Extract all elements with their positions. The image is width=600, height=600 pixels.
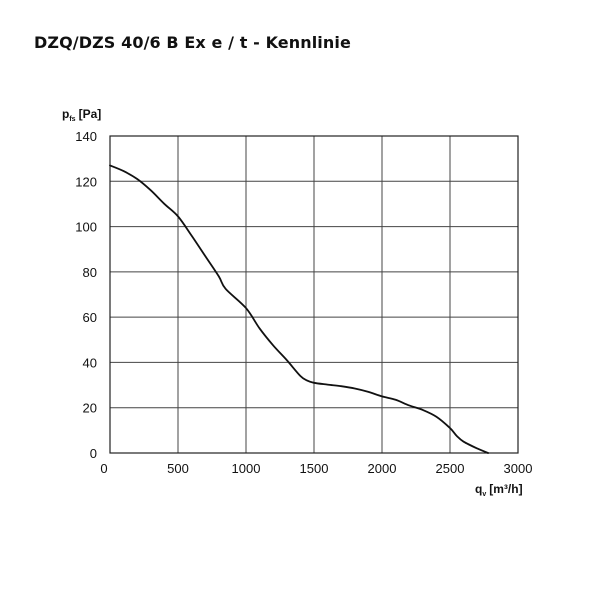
x-tick-label: 0	[100, 461, 107, 476]
y-axis-label: pfs [Pa]	[62, 107, 101, 123]
x-tick-label: 500	[167, 461, 189, 476]
x-tick-label: 3000	[504, 461, 533, 476]
y-tick-label: 140	[75, 129, 97, 144]
x-tick-labels: 0 500 1000 1500 2000 2500 3000	[100, 461, 532, 476]
y-tick-label: 40	[83, 355, 97, 370]
y-tick-labels: 0 20 40 60 80 100 120 140	[75, 129, 97, 461]
y-tick-label: 120	[75, 174, 97, 189]
x-tick-label: 2500	[436, 461, 465, 476]
x-tick-label: 1500	[300, 461, 329, 476]
chart-title: DZQ/DZS 40/6 B Ex e / t - Kennlinie	[34, 33, 351, 52]
series-line	[109, 164, 489, 454]
y-tick-label: 20	[83, 401, 97, 416]
y-tick-label: 100	[75, 220, 97, 235]
y-tick-label: 60	[83, 310, 97, 325]
x-tick-label: 1000	[232, 461, 261, 476]
y-tick-label: 0	[90, 446, 97, 461]
y-tick-label: 80	[83, 265, 97, 280]
plot-frame	[109, 135, 519, 454]
x-tick-label: 2000	[368, 461, 397, 476]
grid	[110, 136, 518, 453]
x-axis-label: qv [m³/h]	[475, 482, 523, 498]
